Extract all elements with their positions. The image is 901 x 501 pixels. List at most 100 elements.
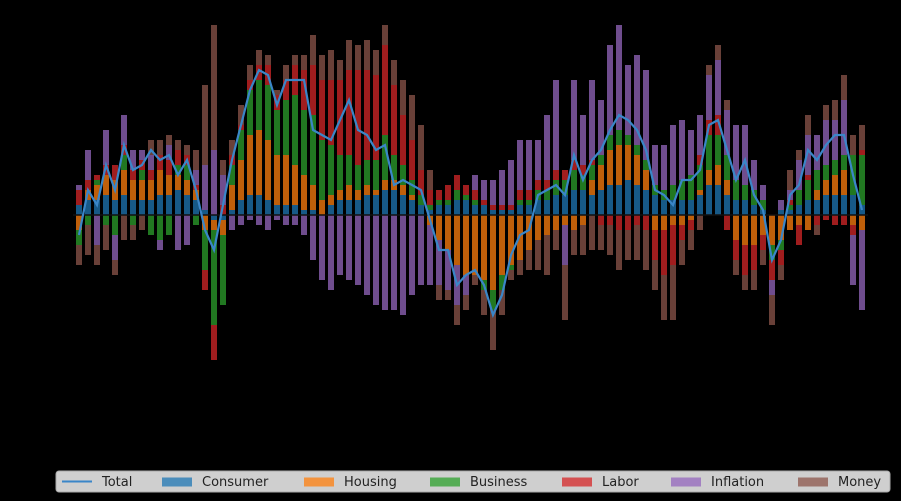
bar (652, 195, 658, 215)
bar (328, 80, 334, 145)
bar (436, 190, 442, 200)
bar (121, 115, 127, 145)
bar (508, 210, 514, 215)
bar (697, 215, 703, 230)
bar (400, 185, 406, 195)
bar (517, 190, 523, 200)
bar (706, 185, 712, 215)
bar (625, 230, 631, 260)
bar (256, 80, 262, 130)
bar (517, 260, 523, 275)
bar (778, 250, 784, 265)
bar (409, 215, 415, 295)
bar (733, 180, 739, 200)
bar (103, 225, 109, 250)
bar (292, 165, 298, 205)
legend-swatch (304, 477, 334, 487)
bar (742, 245, 748, 275)
bar (166, 145, 172, 160)
bar (850, 195, 856, 215)
bar (796, 160, 802, 190)
bar (373, 50, 379, 75)
bar (211, 220, 217, 230)
bar (175, 190, 181, 215)
bar (607, 135, 613, 150)
bars (76, 25, 865, 360)
bar (562, 195, 568, 215)
bar (157, 215, 163, 240)
bar (409, 180, 415, 195)
bar (274, 205, 280, 215)
bar (832, 215, 838, 225)
bar (580, 215, 586, 225)
bar (211, 215, 217, 220)
bar (391, 85, 397, 155)
bar (112, 235, 118, 260)
bar (319, 200, 325, 215)
bar (589, 195, 595, 215)
bar (787, 205, 793, 210)
bar (94, 200, 100, 215)
bar (157, 155, 163, 170)
bar (859, 230, 865, 310)
bar (661, 145, 667, 190)
bar (247, 80, 253, 90)
bar (418, 170, 424, 195)
bar (859, 150, 865, 155)
bar (391, 60, 397, 85)
bar (751, 270, 757, 290)
bar (751, 245, 757, 270)
bar (850, 225, 856, 235)
bar (778, 265, 784, 280)
bar (634, 225, 640, 260)
bar (670, 215, 676, 225)
legend-swatch (798, 477, 828, 487)
bar (400, 215, 406, 315)
bar (238, 130, 244, 160)
bar (787, 170, 793, 190)
bar (148, 170, 154, 180)
bar (103, 215, 109, 225)
bar (292, 215, 298, 225)
bar (616, 130, 622, 145)
bar (553, 215, 559, 230)
bar (184, 165, 190, 180)
bar (148, 140, 154, 155)
bar (319, 55, 325, 80)
bar (292, 95, 298, 165)
bar (139, 215, 145, 230)
bar (526, 140, 532, 190)
bar (94, 175, 100, 180)
bar (121, 155, 127, 170)
bar (328, 145, 334, 195)
bar (769, 245, 775, 260)
bar (148, 155, 154, 170)
legend-swatch (162, 477, 192, 487)
bar (319, 80, 325, 140)
bar (580, 165, 586, 175)
bar (544, 200, 550, 215)
bar (715, 185, 721, 215)
bar (229, 210, 235, 215)
bar (202, 215, 208, 230)
bar (175, 215, 181, 250)
bar (526, 190, 532, 200)
bar (382, 180, 388, 190)
bar (697, 190, 703, 195)
bar (463, 215, 469, 275)
bar (508, 265, 514, 270)
bar (76, 205, 82, 215)
bar (823, 195, 829, 215)
bar (301, 215, 307, 235)
bar (715, 60, 721, 115)
bar (625, 65, 631, 135)
bar (445, 215, 451, 250)
bar (805, 200, 811, 215)
bar (76, 190, 82, 205)
bar (607, 185, 613, 215)
bar (184, 180, 190, 195)
bar (571, 170, 577, 190)
bar (265, 55, 271, 65)
bar (562, 215, 568, 225)
